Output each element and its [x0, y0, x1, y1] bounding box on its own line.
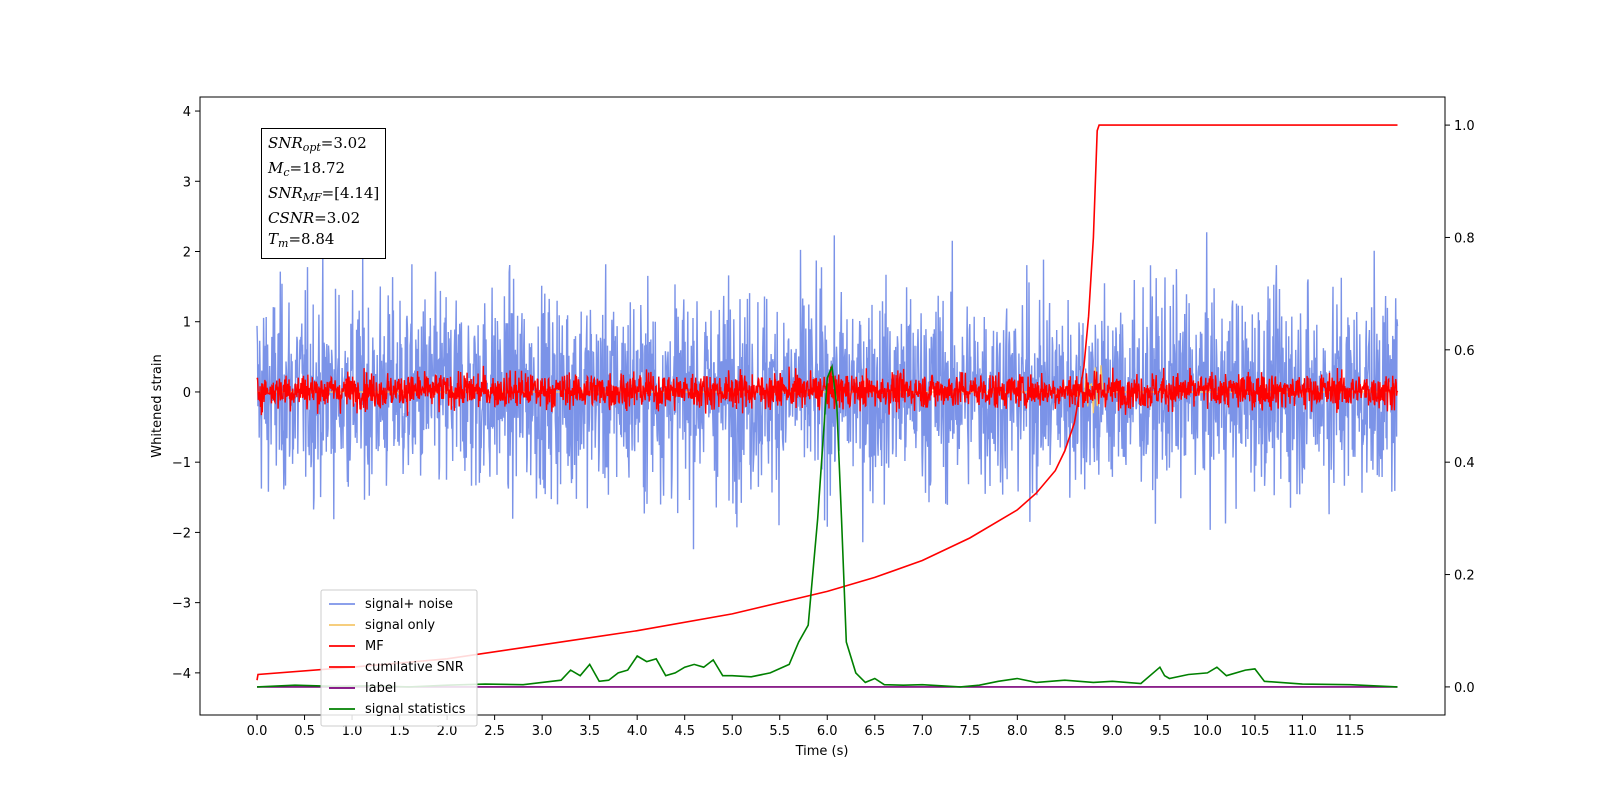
x-tick-label: 6.0	[817, 724, 838, 739]
x-tick-label: 3.5	[579, 724, 600, 739]
annotation-line: Tm=8.84	[268, 229, 379, 254]
x-tick-label: 2.5	[484, 724, 505, 739]
annotation-subscript: opt	[302, 141, 321, 154]
annotation-value: =3.02	[320, 134, 367, 152]
annotation-subscript: MF	[302, 191, 322, 204]
annotation-line: Mc=18.72	[268, 158, 379, 183]
y-right-tick-label: 0.0	[1454, 681, 1475, 696]
x-tick-label: 0.0	[247, 724, 268, 739]
x-tick-label: 0.5	[294, 724, 315, 739]
y-right-tick-label: 0.6	[1454, 344, 1475, 359]
y-axis-left: 4 3 2 1 0 −1 −2 −3 −4	[172, 105, 200, 682]
x-axis-label: Time (s)	[795, 744, 849, 759]
annotation-line: CSNR=3.02	[268, 208, 379, 229]
legend-entry: signal statistics	[365, 702, 466, 717]
x-tick-label: 10.0	[1193, 724, 1222, 739]
annotation-variable: CSNR	[268, 209, 315, 227]
y-axis-right: 1.0 0.8 0.6 0.4 0.2 0.0	[1445, 119, 1475, 696]
axes-frame	[199, 96, 1446, 716]
x-tick-label: 5.5	[769, 724, 790, 739]
annotation-value: =18.72	[289, 159, 346, 177]
annotation-line: SNRopt=3.02	[268, 133, 379, 158]
x-tick-label: 4.5	[674, 724, 695, 739]
annotation-value: =[4.14]	[321, 184, 380, 202]
y-left-tick-label: 4	[183, 105, 191, 120]
y-left-tick-label: −4	[172, 667, 191, 682]
series-signal-statistics	[256, 363, 1398, 688]
legend-entry: label	[365, 681, 396, 696]
x-tick-label: 10.5	[1240, 724, 1269, 739]
legend-entry: signal+ noise	[365, 597, 453, 612]
series-mf	[256, 365, 1399, 416]
x-tick-label: 3.0	[532, 724, 553, 739]
y-left-tick-label: 1	[183, 316, 191, 331]
x-tick-label: 5.0	[722, 724, 743, 739]
y-left-tick-label: 3	[183, 175, 191, 190]
x-tick-label: 11.0	[1288, 724, 1317, 739]
x-tick-label: 4.0	[627, 724, 648, 739]
y-right-tick-label: 0.8	[1454, 231, 1475, 246]
y-left-tick-label: −2	[172, 526, 191, 541]
y-axis-label: Whitened strain	[150, 354, 165, 457]
annotation-variable: SNR	[268, 134, 303, 152]
y-left-tick-label: −3	[172, 597, 191, 612]
legend: signal+ noise signal only MF cumilative SNR…	[320, 589, 478, 727]
legend-entry: cumilative SNR	[365, 660, 464, 675]
x-tick-label: 1.0	[342, 724, 363, 739]
x-tick-label: 1.5	[389, 724, 410, 739]
x-tick-label: 8.0	[1007, 724, 1028, 739]
legend-entry: signal only	[365, 618, 435, 633]
annotation-variable: SNR	[268, 184, 303, 202]
series-cumulative-snr	[256, 124, 1398, 681]
y-left-tick-label: 0	[183, 386, 191, 401]
legend-box	[320, 589, 478, 727]
x-tick-label: 7.0	[912, 724, 933, 739]
y-right-tick-label: 0.4	[1454, 456, 1475, 471]
y-right-tick-label: 1.0	[1454, 119, 1475, 134]
y-left-tick-label: −1	[172, 456, 191, 471]
annotation-value: =3.02	[314, 209, 361, 227]
annotation-value: =8.84	[288, 230, 335, 248]
x-tick-label: 2.0	[437, 724, 458, 739]
annotation-subscript: c	[283, 166, 290, 179]
x-tick-label: 9.5	[1150, 724, 1171, 739]
y-left-tick-label: 2	[183, 246, 191, 261]
x-axis: 0.0 0.5 1.0 1.5 2.0 2.5 3.0 3.5 4.0 4.5 5.0 5.5 6.0 6…	[247, 715, 1364, 739]
annotation-subscript: m	[278, 237, 289, 250]
x-tick-label: 8.5	[1055, 724, 1076, 739]
annotation-line: SNRMF=[4.14]	[268, 183, 379, 208]
legend-entry: MF	[365, 639, 384, 654]
x-tick-label: 7.5	[959, 724, 980, 739]
y-right-tick-label: 0.2	[1454, 569, 1475, 584]
x-tick-label: 6.5	[864, 724, 885, 739]
x-tick-label: 9.0	[1102, 724, 1123, 739]
stats-annotation-box: SNRopt=3.02 Mc=18.72 SNRMF=[4.14] CSNR=3.02…	[261, 128, 387, 259]
x-tick-label: 11.5	[1335, 724, 1364, 739]
annotation-variable: M	[268, 159, 284, 177]
annotation-variable: T	[268, 230, 279, 248]
